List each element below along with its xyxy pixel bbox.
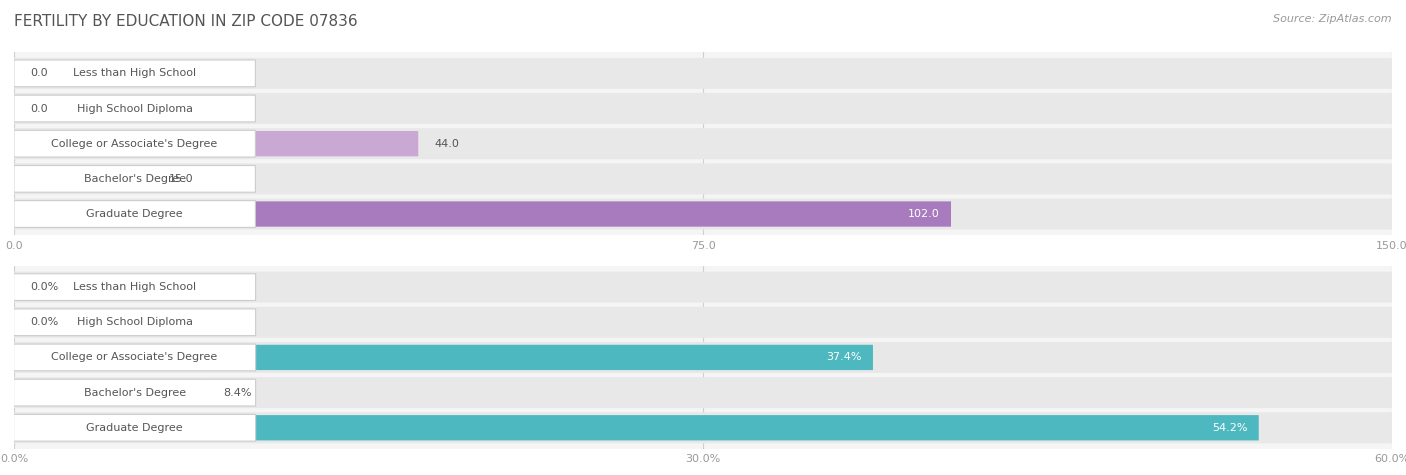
FancyBboxPatch shape [14,309,256,336]
Text: Graduate Degree: Graduate Degree [86,423,183,433]
Text: 0.0%: 0.0% [31,282,59,292]
Text: High School Diploma: High School Diploma [76,317,193,327]
Text: Bachelor's Degree: Bachelor's Degree [83,174,186,184]
Text: 102.0: 102.0 [908,209,941,219]
Text: FERTILITY BY EDUCATION IN ZIP CODE 07836: FERTILITY BY EDUCATION IN ZIP CODE 07836 [14,14,357,29]
FancyBboxPatch shape [14,95,256,122]
FancyBboxPatch shape [14,58,1392,89]
FancyBboxPatch shape [14,93,1392,124]
FancyBboxPatch shape [14,345,873,370]
Text: Less than High School: Less than High School [73,68,197,78]
FancyBboxPatch shape [14,415,1258,440]
FancyBboxPatch shape [14,380,207,405]
FancyBboxPatch shape [14,272,1392,303]
FancyBboxPatch shape [14,412,1392,443]
FancyBboxPatch shape [14,60,256,87]
FancyBboxPatch shape [14,166,152,191]
Text: 44.0: 44.0 [434,139,460,149]
FancyBboxPatch shape [14,163,1392,194]
FancyBboxPatch shape [14,379,256,406]
Text: High School Diploma: High School Diploma [76,104,193,114]
Text: 0.0%: 0.0% [31,317,59,327]
FancyBboxPatch shape [14,342,1392,373]
FancyBboxPatch shape [14,165,256,192]
FancyBboxPatch shape [14,200,256,228]
FancyBboxPatch shape [14,199,1392,229]
Text: Less than High School: Less than High School [73,282,197,292]
Text: 0.0: 0.0 [31,68,48,78]
Text: 37.4%: 37.4% [827,352,862,362]
Text: College or Associate's Degree: College or Associate's Degree [52,139,218,149]
Text: Bachelor's Degree: Bachelor's Degree [83,388,186,398]
FancyBboxPatch shape [14,130,256,157]
Text: College or Associate's Degree: College or Associate's Degree [52,352,218,362]
FancyBboxPatch shape [14,128,1392,159]
Text: 54.2%: 54.2% [1212,423,1247,433]
Text: 0.0: 0.0 [31,104,48,114]
Text: 15.0: 15.0 [169,174,193,184]
FancyBboxPatch shape [14,274,256,301]
FancyBboxPatch shape [14,414,256,441]
Text: Graduate Degree: Graduate Degree [86,209,183,219]
FancyBboxPatch shape [14,201,950,227]
Text: Source: ZipAtlas.com: Source: ZipAtlas.com [1274,14,1392,24]
FancyBboxPatch shape [14,131,418,156]
Text: 8.4%: 8.4% [224,388,252,398]
FancyBboxPatch shape [14,307,1392,338]
FancyBboxPatch shape [14,344,256,371]
FancyBboxPatch shape [14,377,1392,408]
